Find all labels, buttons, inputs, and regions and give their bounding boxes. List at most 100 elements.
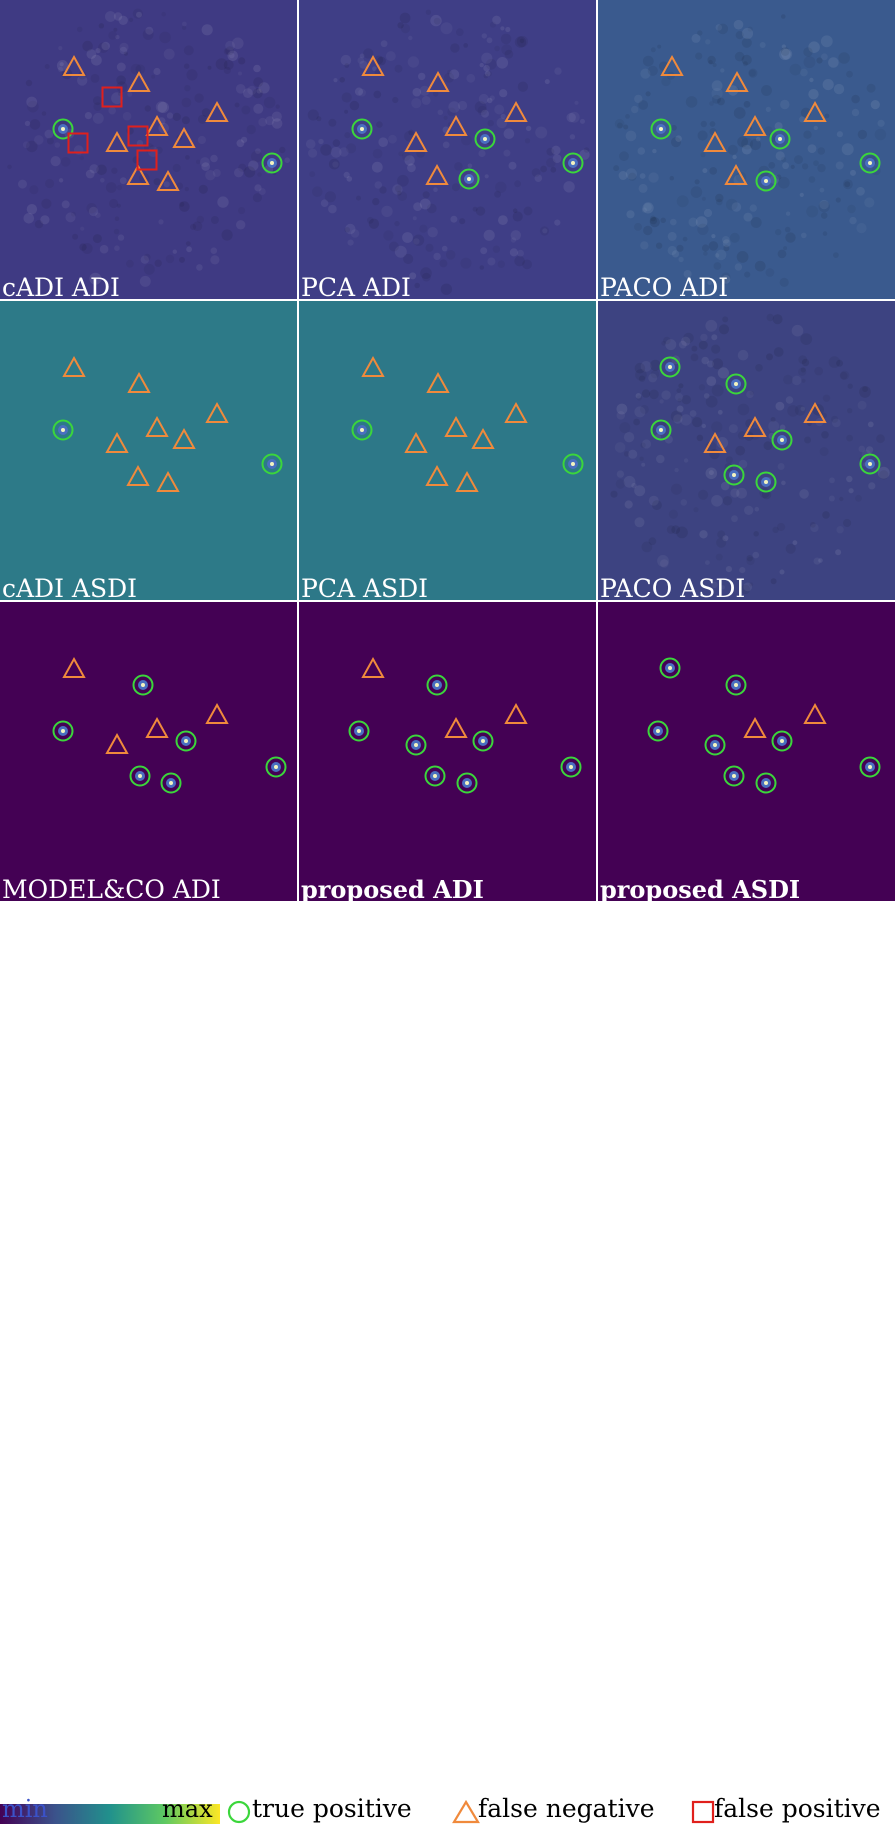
noise-speckle	[634, 94, 643, 104]
panel-image	[348, 656, 582, 794]
noise-speckle	[798, 355, 808, 364]
noise-speckle	[640, 68, 651, 79]
noise-speckle	[616, 403, 628, 415]
noise-speckle	[210, 154, 218, 163]
noise-speckle	[698, 340, 708, 350]
noise-speckle	[221, 229, 233, 241]
noise-speckle	[735, 445, 746, 456]
noise-speckle	[445, 250, 456, 260]
noise-speckle	[46, 137, 54, 145]
noise-speckle	[205, 170, 216, 181]
false-negative-marker	[724, 163, 748, 185]
noise-speckle	[165, 254, 175, 264]
noise-speckle	[800, 367, 806, 373]
noise-speckle	[784, 226, 791, 233]
noise-speckle	[394, 220, 400, 227]
noise-speckle	[682, 236, 688, 242]
noise-speckle	[108, 31, 118, 40]
noise-speckle	[57, 66, 64, 73]
noise-speckle	[727, 144, 738, 155]
noise-speckle	[113, 228, 120, 235]
noise-speckle	[703, 251, 708, 256]
source-core	[668, 365, 672, 369]
noise-speckle	[474, 101, 487, 113]
noise-speckle	[371, 161, 383, 173]
noise-speckle	[394, 185, 402, 193]
source-core	[184, 739, 188, 743]
noise-speckle	[637, 147, 646, 155]
false-negative-marker	[62, 656, 86, 678]
noise-speckle	[741, 144, 752, 155]
noise-speckle	[412, 216, 417, 221]
noise-speckle	[775, 401, 785, 411]
noise-speckle	[779, 48, 791, 61]
noise-speckle	[350, 229, 360, 238]
noise-speckle	[368, 218, 380, 229]
false-negative-marker	[743, 716, 767, 738]
noise-speckle	[692, 417, 703, 428]
noise-speckle	[615, 479, 626, 489]
noise-speckle	[61, 200, 70, 209]
noise-speckle	[712, 358, 724, 370]
legend-false-negative: false negative	[478, 1794, 655, 1823]
noise-speckle	[84, 112, 92, 120]
true-positive-marker	[755, 772, 777, 794]
noise-speckle	[92, 234, 102, 244]
noise-speckle	[698, 489, 709, 500]
noise-speckle	[379, 186, 387, 194]
noise-speckle	[624, 500, 633, 509]
noise-speckle	[856, 223, 867, 234]
true-positive-marker	[426, 674, 448, 696]
false-negative-marker	[105, 431, 129, 453]
false-negative-marker	[444, 716, 468, 738]
noise-speckle	[483, 73, 489, 79]
noise-speckle	[666, 525, 676, 534]
noise-speckle	[625, 168, 637, 180]
noise-speckle	[689, 410, 697, 417]
noise-speckle	[397, 174, 409, 187]
noise-speckle	[248, 160, 259, 171]
noise-speckle	[223, 59, 234, 70]
false-negative-marker	[803, 401, 827, 423]
panel-cadi-adi: cADI ADI	[0, 0, 297, 299]
true-positive-marker	[725, 674, 747, 696]
noise-speckle	[26, 204, 38, 215]
noise-speckle	[481, 33, 487, 39]
noise-speckle	[649, 216, 658, 225]
noise-speckle	[847, 408, 853, 414]
noise-speckle	[738, 459, 748, 469]
noise-speckle	[91, 54, 102, 66]
noise-speckle	[512, 208, 518, 213]
source-core	[668, 666, 672, 670]
noise-speckle	[675, 393, 684, 402]
noise-speckle	[709, 167, 718, 175]
noise-speckle	[86, 49, 97, 59]
noise-speckle	[822, 231, 828, 236]
source-core	[169, 781, 173, 785]
noise-speckle	[26, 96, 38, 108]
noise-speckle	[798, 367, 807, 376]
noise-speckle	[665, 339, 677, 351]
noise-speckle	[628, 449, 638, 459]
noise-speckle	[649, 217, 660, 228]
noise-speckle	[95, 212, 101, 218]
true-positive-marker	[755, 471, 777, 493]
false-negative-marker	[504, 100, 528, 122]
noise-speckle	[54, 142, 61, 148]
noise-speckle	[347, 239, 354, 246]
noise-speckle	[144, 105, 151, 112]
true-positive-marker	[348, 720, 370, 742]
noise-speckle	[65, 212, 76, 223]
noise-speckle	[785, 396, 794, 404]
noise-speckle	[381, 205, 393, 218]
noise-speckle	[846, 434, 853, 442]
noise-speckle	[695, 216, 708, 228]
noise-speckle	[388, 241, 399, 252]
noise-speckle	[808, 176, 816, 183]
noise-speckle	[407, 56, 420, 68]
noise-speckle	[127, 91, 133, 97]
noise-speckle	[625, 130, 637, 142]
noise-speckle	[850, 169, 856, 176]
source-core	[274, 765, 278, 769]
noise-speckle	[745, 418, 755, 428]
